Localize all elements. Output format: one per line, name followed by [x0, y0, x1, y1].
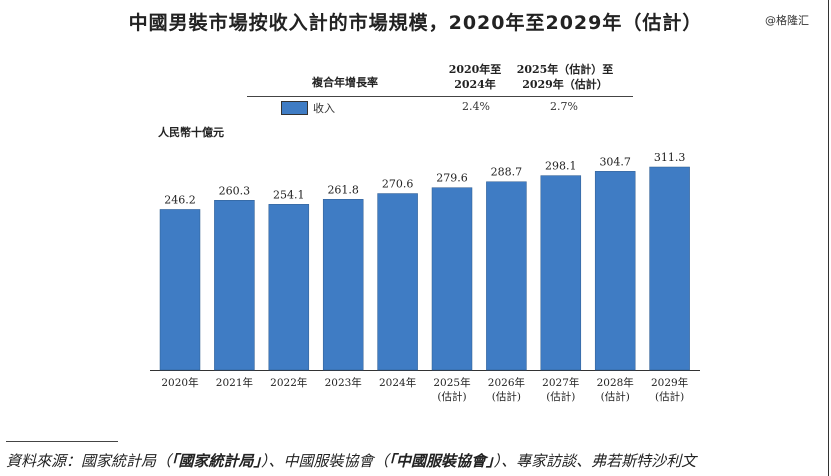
x-tick-label: 2023年 — [325, 376, 362, 389]
x-tick-label: 2027年 — [542, 376, 579, 389]
cagr-col2-line1: 2025年（估計）至 — [516, 63, 614, 76]
x-tick-label: (估計) — [492, 390, 521, 403]
cagr-col2-value: 2.7% — [550, 100, 578, 113]
data-label: 254.1 — [273, 188, 305, 201]
data-label: 246.2 — [164, 193, 196, 206]
bar — [540, 175, 582, 371]
x-tick-label: (估計) — [655, 390, 684, 403]
right-border — [828, 0, 829, 476]
cagr-col1-line1: 2020年至 — [448, 63, 502, 76]
x-tick-label: (估計) — [546, 390, 575, 403]
x-tick-label: 2024年 — [379, 376, 416, 389]
watermark: @格隆汇 — [765, 14, 809, 27]
bar — [159, 209, 201, 371]
source-note: 資料來源：國家統計局（「國家統計局」）、中國服裝協會（「中國服裝協會」）、專家訪… — [6, 450, 696, 471]
x-tick-label: 2029年 — [651, 376, 688, 389]
source-suffix: ）、專家訪談、弗若斯特沙利文 — [493, 452, 697, 470]
x-tick-label: 2025年 — [433, 376, 470, 389]
source-mid: ）、中國服裝協會（ — [261, 452, 389, 470]
legend-divider — [247, 96, 633, 97]
chart-title: 中國男裝市場按收入計的市場規模，2020年至2029年（估計） — [128, 12, 703, 34]
x-tick-label: 2026年 — [488, 376, 525, 389]
cagr-header: 複合年增長率 — [312, 76, 378, 89]
source-bold-1: 「國家統計局」 — [171, 452, 262, 470]
source-divider — [6, 441, 118, 442]
data-label: 261.8 — [327, 183, 359, 196]
data-label: 270.6 — [382, 178, 414, 191]
bar — [268, 204, 310, 371]
bar — [214, 200, 255, 371]
cagr-col2-header: 2025年（估計）至 2029年（估計） — [510, 62, 620, 92]
x-tick-label: (估計) — [601, 390, 630, 403]
data-label: 279.6 — [436, 172, 468, 185]
legend-swatch — [281, 101, 308, 115]
data-label: 288.7 — [491, 166, 523, 179]
x-tick-label: 2022年 — [270, 376, 307, 389]
data-label: 260.3 — [219, 184, 251, 197]
x-tick-label: (估計) — [437, 390, 466, 403]
bar — [322, 199, 364, 371]
cagr-col1-value: 2.4% — [462, 100, 490, 113]
bar — [431, 187, 473, 371]
cagr-col1-line2: 2024年 — [454, 78, 496, 91]
bar — [594, 171, 636, 371]
bar — [377, 193, 418, 371]
legend-series-label: 收入 — [313, 102, 335, 115]
data-label: 311.3 — [654, 151, 686, 164]
source-bold-2: 「中國服裝協會」 — [388, 452, 494, 470]
source-prefix: 資料來源：國家統計局（ — [6, 452, 172, 470]
y-axis-label: 人民幣十億元 — [158, 126, 224, 139]
bar — [649, 166, 690, 371]
x-tick-label: 2020年 — [161, 376, 198, 389]
data-label: 304.7 — [599, 155, 631, 168]
bar — [486, 181, 527, 371]
cagr-col1-header: 2020年至 2024年 — [440, 62, 510, 92]
x-tick-label: 2021年 — [216, 376, 253, 389]
x-tick-label: 2028年 — [597, 376, 634, 389]
data-label: 298.1 — [545, 160, 577, 173]
cagr-col2-line2: 2029年（估計） — [522, 78, 608, 91]
